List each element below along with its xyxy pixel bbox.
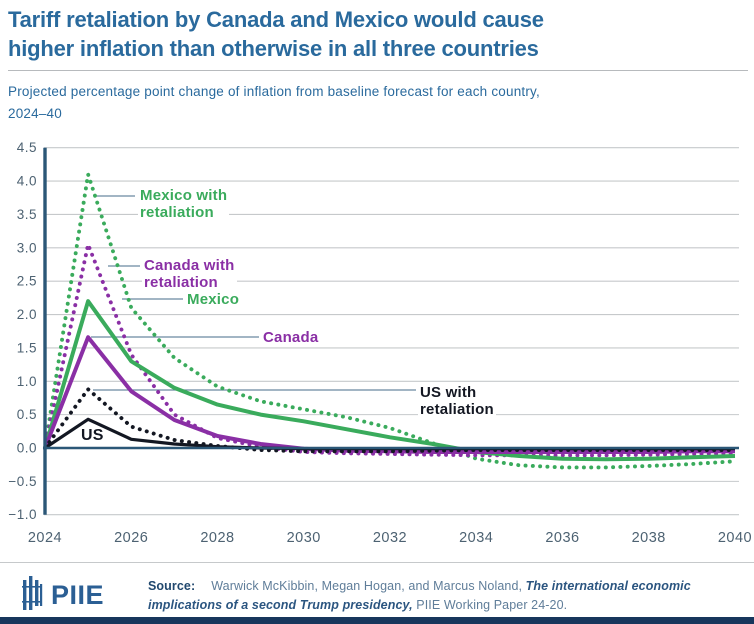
- chart-title-line1: Tariff retaliation by Canada and Mexico …: [8, 7, 544, 32]
- x-tick-label-2032: 2032: [373, 530, 407, 546]
- title-divider: [8, 70, 748, 71]
- piie-logo-icon: [22, 576, 43, 610]
- annotation-mexico: Mexico: [185, 291, 242, 309]
- series-line-mexico-with-retaliation: [43, 172, 737, 470]
- y-tick-label--1: −1.0: [8, 507, 37, 522]
- y-tick-label-4.5: 4.5: [17, 140, 37, 155]
- source-authors: Warwick McKibbin, Megan Hogan, and Marcu…: [211, 579, 526, 593]
- footer-divider: [0, 562, 754, 563]
- chart-subtitle: Projected percentage point change of inf…: [8, 81, 738, 126]
- x-tick-label-2040: 2040: [718, 530, 752, 546]
- y-tick-label--0.5: −0.5: [8, 474, 37, 489]
- x-tick-label-2028: 2028: [200, 530, 234, 546]
- chart-subtitle-line1: Projected percentage point change of inf…: [8, 84, 540, 99]
- y-tick-label-3.5: 3.5: [17, 207, 37, 222]
- x-tick-label-2038: 2038: [632, 530, 666, 546]
- source-label: Source:: [148, 579, 196, 593]
- y-tick-label-1.5: 1.5: [17, 340, 37, 355]
- source-note: Source: Warwick McKibbin, Megan Hogan, an…: [148, 577, 748, 616]
- annotation-canada-with-retaliation: Canada with retaliation: [142, 257, 237, 292]
- series-line-canada: [43, 335, 735, 454]
- chart-subtitle-line2: 2024–40: [8, 106, 62, 122]
- y-tick-label-4: 4.0: [17, 174, 37, 189]
- annotation-canada: Canada: [261, 329, 321, 347]
- y-tick-label-2: 2.0: [17, 307, 37, 322]
- y-tick-label-0.5: 0.5: [17, 407, 37, 422]
- chart-title: Tariff retaliation by Canada and Mexico …: [8, 6, 738, 63]
- piie-logo: PIIE: [22, 576, 104, 614]
- y-tick-label-2.5: 2.5: [17, 274, 37, 289]
- chart-title-line2: higher inflation than otherwise in all t…: [8, 35, 539, 61]
- y-tick-label-1: 1.0: [17, 374, 37, 389]
- x-tick-label-2024: 2024: [28, 530, 62, 546]
- bottom-accent-bar: [0, 617, 754, 624]
- source-paper-title: The international economic implications …: [148, 579, 691, 613]
- annotation-us: US: [81, 427, 104, 444]
- x-tick-label-2036: 2036: [545, 530, 579, 546]
- piie-logo-text: PIIE: [51, 579, 105, 610]
- source-paper-ref: PIIE Working Paper 24-20.: [412, 598, 568, 613]
- line-chart: 4.5 4.0 3.5 3.0 2.5 2.0 1.5 1.0 0.5 0.0 −0.5 −1.0 20…: [8, 140, 752, 546]
- series-line-mexico: [43, 299, 736, 462]
- annotation-us-with-retaliation: US with retaliation: [418, 384, 496, 419]
- y-tick-label-0: 0.0: [17, 441, 37, 456]
- annotation-mexico-with-retaliation: Mexico with retaliation: [138, 187, 230, 222]
- x-tick-label-2030: 2030: [287, 530, 321, 546]
- x-tick-label-2026: 2026: [114, 530, 148, 546]
- series-line-canada-with-retaliation: [43, 242, 737, 458]
- series-line-us: [44, 417, 735, 451]
- y-tick-label-3: 3.0: [17, 240, 37, 255]
- x-tick-label-2034: 2034: [459, 530, 493, 546]
